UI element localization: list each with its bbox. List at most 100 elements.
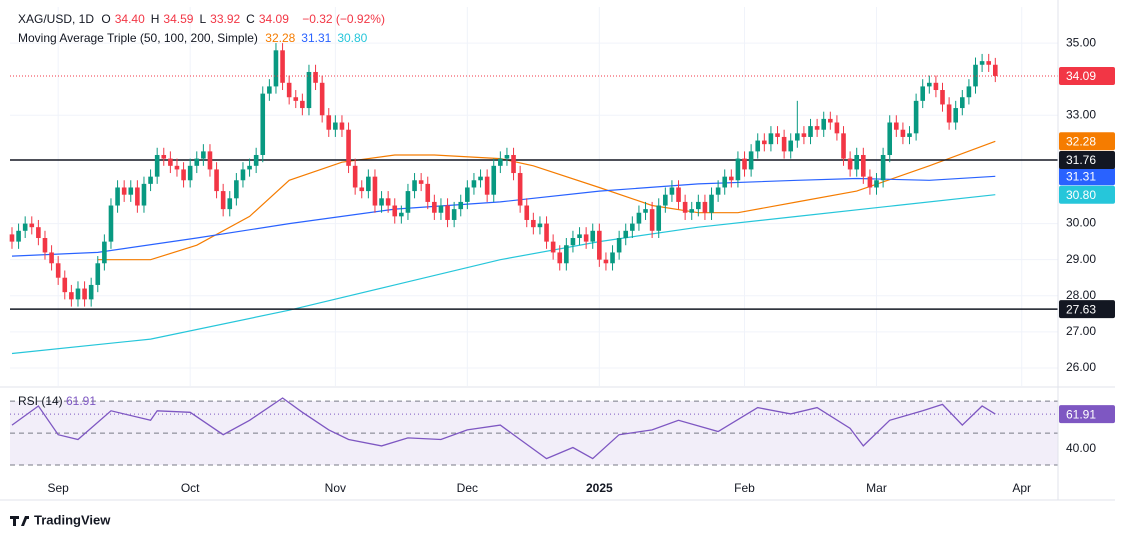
- symbol-header: XAG/USD, 1D O 34.40 H 34.59 L 33.92 C 34.09 −0.…: [18, 12, 389, 26]
- candle-body: [62, 277, 68, 293]
- candle-body: [986, 61, 992, 65]
- candle-body: [55, 263, 61, 278]
- candle-body: [260, 93, 266, 155]
- y-tick-label: 29.00: [1066, 252, 1096, 266]
- y-tick-label: 26.00: [1066, 360, 1096, 374]
- ma-value: 32.28: [265, 31, 296, 45]
- candle-body: [590, 230, 596, 242]
- candle-body: [801, 133, 807, 137]
- candle-body: [313, 71, 318, 83]
- candle-body: [359, 187, 365, 192]
- indicator-legend: Moving Average Triple (50, 100, 200, Sim…: [18, 31, 377, 45]
- price-tag: [1059, 300, 1115, 319]
- candle-body: [702, 201, 708, 213]
- candle-body: [808, 126, 813, 137]
- candle-body: [577, 234, 582, 239]
- candle-body: [234, 180, 239, 199]
- price-tag: [1059, 185, 1115, 204]
- candle-body: [649, 209, 655, 231]
- candle-body: [29, 223, 35, 228]
- candle-body: [36, 227, 41, 239]
- candle-body: [504, 154, 510, 159]
- candle-body: [9, 234, 15, 242]
- price-tag-label: 27.63: [1066, 302, 1096, 316]
- candle-body: [484, 176, 490, 195]
- candle-body: [676, 187, 681, 202]
- candle-body: [438, 205, 444, 213]
- candle-body: [115, 187, 120, 206]
- y-tick-label: 33.00: [1066, 107, 1096, 121]
- candle-body: [729, 176, 734, 181]
- x-tick-label: 2025: [586, 481, 613, 495]
- candle-body: [22, 223, 28, 231]
- candle-body: [102, 241, 107, 264]
- candle-body: [346, 129, 351, 166]
- candle-body: [201, 151, 206, 159]
- candle-body: [636, 212, 642, 224]
- candle-body: [550, 241, 556, 253]
- candle-body: [696, 201, 701, 210]
- candle-body: [306, 71, 312, 109]
- candle-body: [286, 82, 292, 98]
- ma-value: 30.80: [337, 31, 368, 45]
- candle-body: [465, 187, 470, 202]
- change: −0.32 (−0.92%): [302, 12, 385, 26]
- candle-body: [867, 176, 873, 188]
- candle-body: [841, 133, 846, 159]
- candle-body: [293, 97, 299, 101]
- candle-body: [108, 205, 114, 242]
- candle-body: [141, 183, 147, 206]
- candle-body: [847, 158, 853, 170]
- symbol: XAG/USD, 1D: [18, 12, 95, 26]
- candle-body: [775, 133, 780, 137]
- candle-body: [828, 118, 833, 123]
- candle-body: [425, 183, 431, 202]
- candle-body: [392, 205, 398, 217]
- x-tick-label: Feb: [734, 481, 755, 495]
- price-tag-label: 32.28: [1066, 134, 1096, 148]
- x-tick-label: Sep: [47, 481, 69, 495]
- candle-body: [333, 122, 338, 130]
- candle-body: [478, 176, 483, 181]
- candle-body: [623, 230, 629, 239]
- candle-body: [610, 252, 615, 264]
- candle-body: [227, 198, 233, 210]
- candle-body: [966, 86, 972, 98]
- candle-body: [748, 151, 754, 170]
- rsi-title: RSI (14): [18, 394, 63, 408]
- ohlc: O 34.40 H 34.59 L 33.92 C 34.09: [101, 12, 295, 26]
- candle-body: [319, 82, 325, 116]
- candle-body: [69, 292, 74, 300]
- y-tick-label: 27.00: [1066, 324, 1096, 338]
- candle-body: [920, 86, 926, 101]
- brand-logo: [10, 516, 29, 526]
- x-tick-label: Mar: [866, 481, 887, 495]
- candle-body: [194, 158, 200, 166]
- x-tick-label: Oct: [181, 481, 200, 495]
- rsi-value: 61.91: [66, 394, 96, 408]
- candle-body: [352, 165, 358, 188]
- candle-body: [933, 82, 939, 91]
- y-tick-label: 35.00: [1066, 35, 1096, 49]
- indicator-values: 32.28 31.31 30.80: [265, 31, 373, 45]
- candle-body: [940, 90, 945, 105]
- candle-body: [75, 288, 81, 300]
- candle-body: [616, 238, 622, 253]
- candle-body: [220, 191, 226, 210]
- candle-body: [273, 50, 279, 87]
- candle-body: [372, 176, 378, 206]
- candle-body: [49, 252, 54, 264]
- candle-body: [385, 198, 391, 206]
- candle-body: [960, 97, 965, 109]
- candle-body: [630, 223, 635, 231]
- candle-body: [722, 176, 728, 188]
- brand: TradingView: [34, 512, 111, 527]
- candle-body: [379, 198, 384, 206]
- price-tag-label: 31.31: [1066, 169, 1096, 183]
- candle-body: [326, 115, 332, 130]
- candle-body: [682, 201, 688, 213]
- ohlc-value: 34.09: [258, 12, 289, 26]
- candle-body: [854, 154, 860, 170]
- candle-body: [603, 259, 609, 264]
- price-tag-label: 30.80: [1066, 188, 1096, 202]
